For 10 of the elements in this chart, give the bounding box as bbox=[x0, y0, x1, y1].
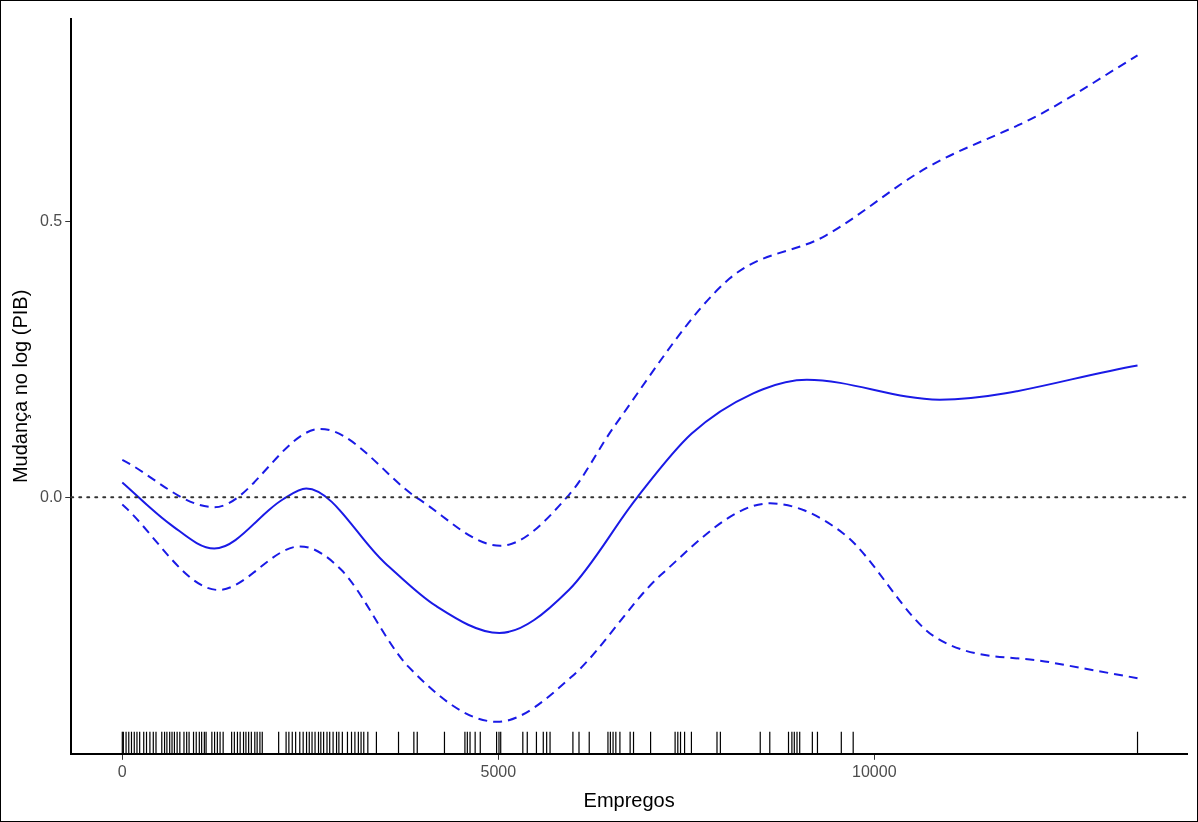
y-tick-label: 0.5 bbox=[39, 211, 63, 229]
y-tick-label: 0.0 bbox=[39, 487, 63, 505]
x-tick-label: 10000 bbox=[852, 762, 897, 780]
line-series bbox=[121, 364, 1139, 634]
x-tick-label: 5000 bbox=[480, 762, 517, 780]
x-axis-title: Empregos bbox=[583, 788, 675, 811]
line-series bbox=[121, 502, 1139, 723]
y-axis-title: Mudança no log (PIB) bbox=[8, 289, 31, 484]
line-series bbox=[121, 54, 1139, 547]
x-tick-label: 0 bbox=[117, 762, 127, 780]
